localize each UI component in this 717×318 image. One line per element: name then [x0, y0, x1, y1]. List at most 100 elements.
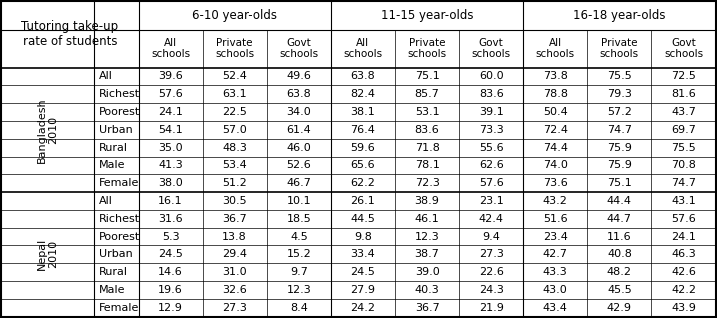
Text: 36.7: 36.7 [414, 303, 440, 313]
Text: Rural: Rural [98, 143, 128, 153]
Text: Private
schools: Private schools [215, 38, 255, 59]
Text: 31.0: 31.0 [222, 267, 247, 277]
Text: 32.6: 32.6 [222, 285, 247, 295]
Text: 75.1: 75.1 [414, 72, 440, 81]
Text: 71.8: 71.8 [414, 143, 440, 153]
Text: 57.6: 57.6 [671, 214, 696, 224]
Text: 74.7: 74.7 [607, 125, 632, 135]
Text: 61.4: 61.4 [287, 125, 311, 135]
Text: 81.6: 81.6 [671, 89, 696, 99]
Text: Urban: Urban [98, 249, 132, 259]
Text: 75.5: 75.5 [607, 72, 632, 81]
Text: 27.3: 27.3 [222, 303, 247, 313]
Text: 39.0: 39.0 [414, 267, 440, 277]
Text: Poorest: Poorest [98, 232, 140, 242]
Text: 12.9: 12.9 [158, 303, 183, 313]
Text: 46.0: 46.0 [287, 143, 311, 153]
Text: 9.4: 9.4 [483, 232, 500, 242]
Text: 62.6: 62.6 [479, 160, 503, 170]
Text: 73.6: 73.6 [543, 178, 568, 188]
Text: 38.7: 38.7 [414, 249, 440, 259]
Text: 44.7: 44.7 [607, 214, 632, 224]
Text: 60.0: 60.0 [479, 72, 503, 81]
Text: 38.0: 38.0 [158, 178, 183, 188]
Text: 74.0: 74.0 [543, 160, 568, 170]
Text: Male: Male [98, 160, 125, 170]
Text: 65.6: 65.6 [351, 160, 375, 170]
Text: 24.1: 24.1 [671, 232, 696, 242]
Text: 49.6: 49.6 [286, 72, 311, 81]
Text: Govt
schools: Govt schools [279, 38, 318, 59]
Text: 57.0: 57.0 [222, 125, 247, 135]
Text: 42.9: 42.9 [607, 303, 632, 313]
Text: 75.1: 75.1 [607, 178, 632, 188]
Text: 46.7: 46.7 [286, 178, 311, 188]
Text: 50.4: 50.4 [543, 107, 568, 117]
Text: 27.3: 27.3 [479, 249, 503, 259]
Text: 51.2: 51.2 [222, 178, 247, 188]
Text: 73.8: 73.8 [543, 72, 568, 81]
Text: Urban: Urban [98, 125, 132, 135]
Text: 9.7: 9.7 [290, 267, 308, 277]
Text: 74.4: 74.4 [543, 143, 568, 153]
Text: 43.7: 43.7 [671, 107, 696, 117]
Text: 85.7: 85.7 [414, 89, 440, 99]
Text: 75.9: 75.9 [607, 143, 632, 153]
Text: Female: Female [98, 178, 139, 188]
Text: All: All [98, 196, 113, 206]
Text: 8.4: 8.4 [290, 303, 308, 313]
Text: 62.2: 62.2 [351, 178, 376, 188]
Text: Female: Female [98, 303, 139, 313]
Text: 78.8: 78.8 [543, 89, 568, 99]
Text: 78.1: 78.1 [414, 160, 440, 170]
Text: 52.4: 52.4 [222, 72, 247, 81]
Text: 63.8: 63.8 [351, 72, 375, 81]
Text: 43.0: 43.0 [543, 285, 568, 295]
Text: 72.4: 72.4 [543, 125, 568, 135]
Text: 39.6: 39.6 [158, 72, 183, 81]
Text: Poorest: Poorest [98, 107, 140, 117]
Text: 63.8: 63.8 [287, 89, 311, 99]
Text: 24.5: 24.5 [158, 249, 183, 259]
Text: Rural: Rural [98, 267, 128, 277]
Text: 39.1: 39.1 [479, 107, 503, 117]
Text: 73.3: 73.3 [479, 125, 503, 135]
Text: Bangladesh
2010: Bangladesh 2010 [37, 97, 59, 162]
Text: 24.3: 24.3 [479, 285, 503, 295]
Text: 15.2: 15.2 [287, 249, 311, 259]
Text: 63.1: 63.1 [222, 89, 247, 99]
Text: 72.3: 72.3 [414, 178, 440, 188]
Text: 5.3: 5.3 [162, 232, 179, 242]
Text: 33.4: 33.4 [351, 249, 375, 259]
Text: 24.1: 24.1 [158, 107, 183, 117]
Text: Tutoring take-up
rate of students: Tutoring take-up rate of students [22, 20, 118, 48]
Text: 12.3: 12.3 [414, 232, 440, 242]
Text: 21.9: 21.9 [479, 303, 503, 313]
Text: 16-18 year-olds: 16-18 year-olds [573, 9, 665, 22]
Text: 72.5: 72.5 [671, 72, 696, 81]
Text: 57.6: 57.6 [479, 178, 503, 188]
Text: 9.8: 9.8 [354, 232, 372, 242]
Text: 57.6: 57.6 [158, 89, 183, 99]
Text: 83.6: 83.6 [479, 89, 503, 99]
Text: 24.5: 24.5 [351, 267, 376, 277]
Text: 44.4: 44.4 [607, 196, 632, 206]
Text: 26.1: 26.1 [351, 196, 375, 206]
Text: 22.5: 22.5 [222, 107, 247, 117]
Text: 42.2: 42.2 [671, 285, 696, 295]
Text: 24.2: 24.2 [351, 303, 376, 313]
Text: 40.3: 40.3 [414, 285, 440, 295]
Text: Private
schools: Private schools [407, 38, 447, 59]
Text: 57.2: 57.2 [607, 107, 632, 117]
Text: 42.6: 42.6 [671, 267, 696, 277]
Text: 31.6: 31.6 [158, 214, 183, 224]
Text: Govt
schools: Govt schools [472, 38, 511, 59]
Text: 13.8: 13.8 [222, 232, 247, 242]
Text: 43.1: 43.1 [671, 196, 696, 206]
Text: 75.9: 75.9 [607, 160, 632, 170]
Text: 76.4: 76.4 [351, 125, 376, 135]
Text: 55.6: 55.6 [479, 143, 503, 153]
Text: 43.9: 43.9 [671, 303, 696, 313]
Text: 69.7: 69.7 [671, 125, 696, 135]
Text: 29.4: 29.4 [222, 249, 247, 259]
